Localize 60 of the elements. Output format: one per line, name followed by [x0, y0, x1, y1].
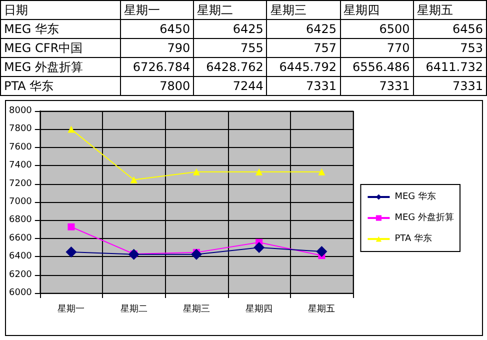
data-label: 6500 — [340, 20, 414, 38]
data-label: 6411.732 — [413, 58, 486, 76]
data-label: 6425 — [266, 20, 340, 38]
category-label: 星期二 — [194, 0, 267, 20]
point — [254, 242, 265, 253]
point — [68, 223, 75, 230]
text: MEG 外盘折算 — [0, 58, 120, 76]
category-label: 星期一 — [120, 0, 194, 20]
x-tick-label: 星期五 — [308, 304, 336, 314]
y-tick-label: 7800 — [9, 124, 32, 134]
point — [318, 168, 326, 176]
category-label: 星期三 — [266, 0, 340, 20]
text: 日期 — [0, 0, 120, 20]
data-label: 770 — [340, 38, 414, 58]
y-tick-label: 7000 — [9, 197, 32, 207]
data-label: 6445.792 — [266, 58, 340, 76]
legend-label: MEG 外盘折算 — [394, 212, 454, 223]
data-label: 6450 — [120, 20, 194, 38]
x-tick-label: 星期二 — [120, 304, 148, 314]
data-label: 757 — [266, 38, 340, 58]
y-tick-label: 7400 — [9, 160, 32, 171]
data-label: 7331 — [266, 76, 340, 96]
data-label: 753 — [413, 38, 486, 58]
point — [256, 168, 263, 176]
text: MEG 华东 — [0, 20, 120, 38]
data-label: 6425 — [194, 20, 267, 38]
point — [128, 248, 140, 260]
data-label: 7800 — [120, 76, 194, 96]
point — [68, 126, 75, 133]
x-tick-label: 星期一 — [58, 304, 85, 314]
category-label: 星期五 — [413, 0, 486, 20]
point — [66, 246, 77, 258]
data-label: 7244 — [194, 76, 267, 96]
data-label: 6456 — [413, 20, 486, 38]
data-label: 790 — [120, 38, 194, 58]
data-label: 6726.784 — [120, 58, 194, 76]
data-label: 7331 — [340, 76, 414, 96]
x-tick-label: 星期四 — [246, 304, 273, 314]
text: PTA 华东 — [0, 76, 120, 96]
point — [130, 176, 138, 184]
data-label: 755 — [194, 38, 267, 58]
category-label: 星期四 — [340, 0, 414, 20]
point — [316, 246, 328, 258]
data-label: 7331 — [413, 76, 486, 96]
y-tick-label: 7600 — [9, 142, 32, 152]
data-label: 6556.486 — [340, 58, 414, 76]
y-tick-label: 6600 — [9, 233, 32, 244]
text: MEG CFR中国 — [0, 38, 120, 58]
y-tick-label: 6200 — [9, 270, 32, 280]
y-tick-label: 6800 — [9, 215, 32, 226]
y-tick-label: 6400 — [9, 252, 32, 262]
x-tick-label: 星期三 — [182, 304, 210, 314]
y-tick-label: 6000 — [9, 288, 32, 298]
y-tick-label: 7200 — [9, 178, 32, 189]
legend-label: MEG 华东 — [394, 191, 436, 202]
data-label: 6428.762 — [194, 58, 267, 76]
point — [192, 168, 200, 176]
point — [190, 248, 202, 260]
legend-label: PTA 华东 — [394, 233, 432, 244]
y-tick-label: 8000 — [9, 106, 32, 116]
